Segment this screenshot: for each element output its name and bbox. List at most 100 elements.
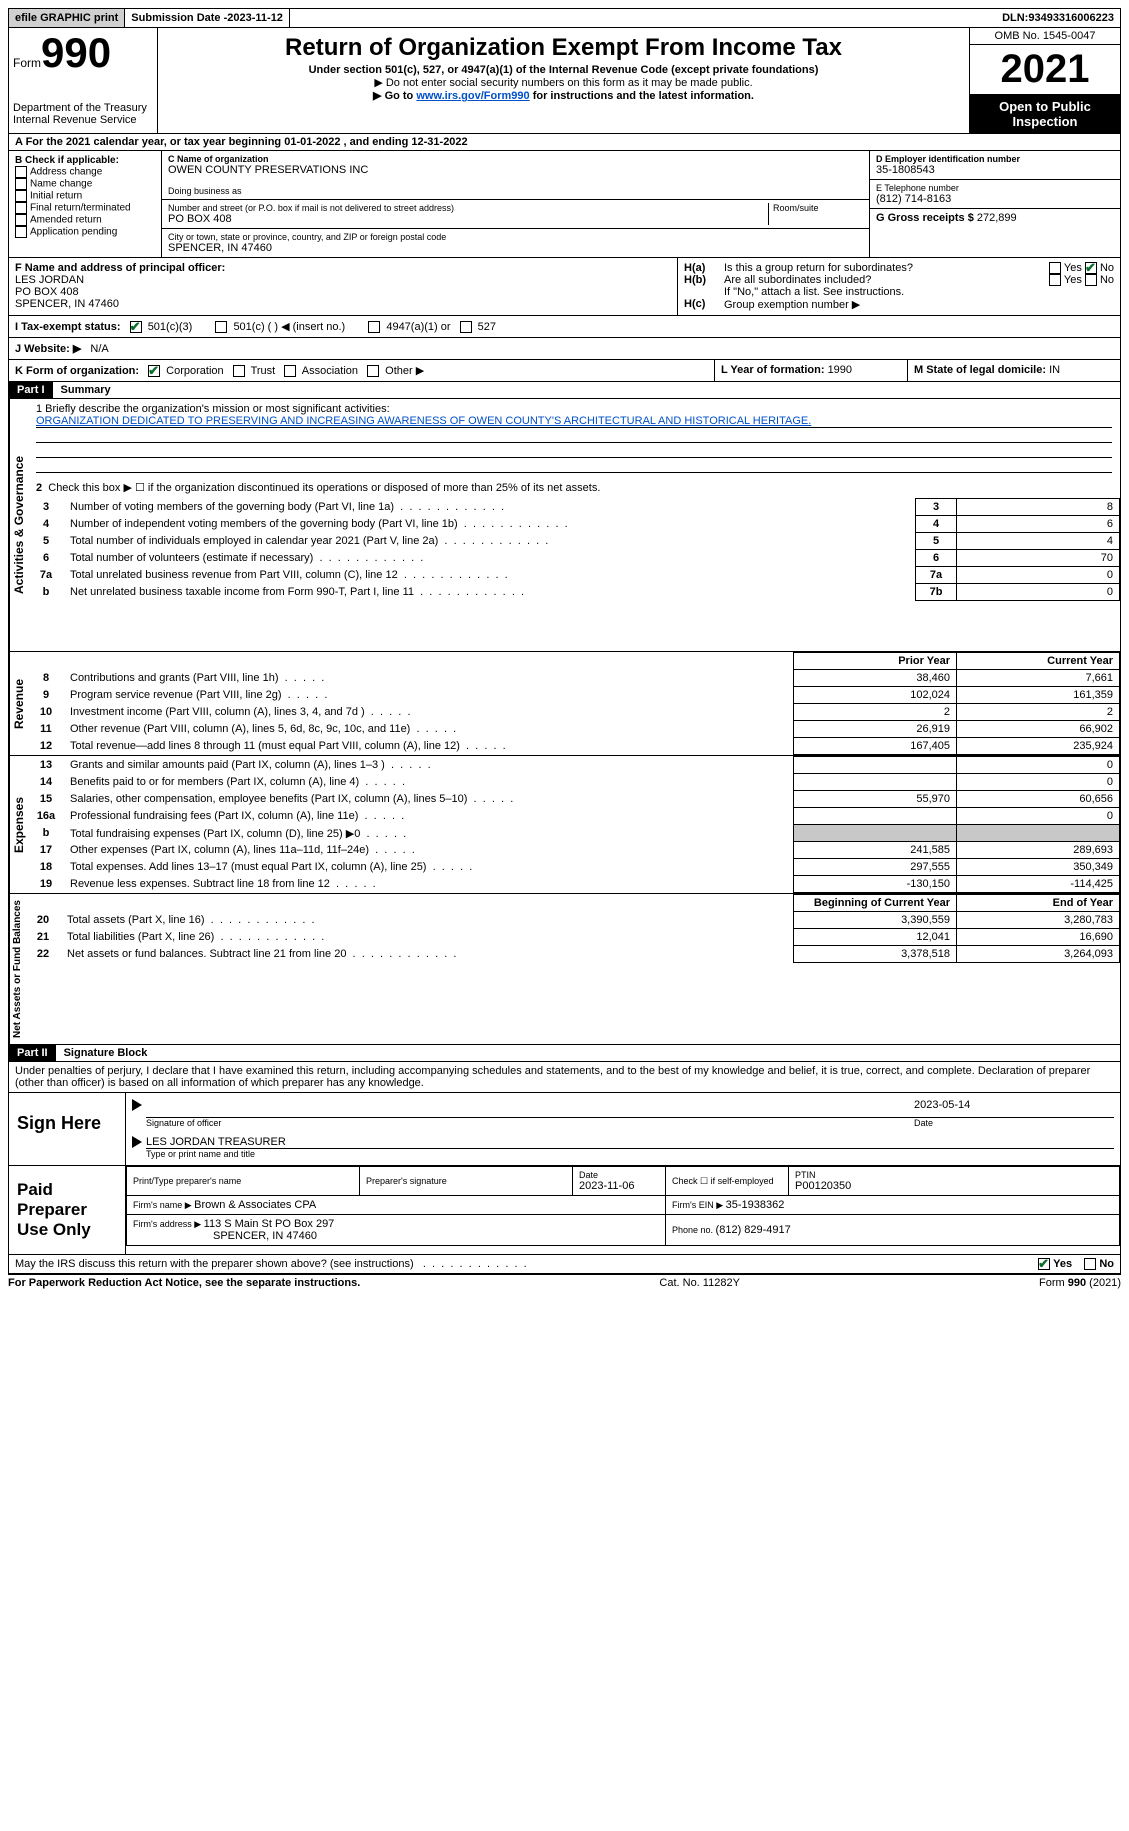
checkbox-other[interactable] bbox=[367, 365, 379, 377]
table-row: 16a Professional fundraising fees (Part … bbox=[28, 808, 1120, 825]
section-deg: D Employer identification number 35-1808… bbox=[869, 151, 1120, 257]
arrow-icon bbox=[132, 1099, 142, 1111]
checkbox-ha-yes[interactable] bbox=[1049, 262, 1061, 274]
org-city: SPENCER, IN 47460 bbox=[168, 242, 863, 254]
footer: For Paperwork Reduction Act Notice, see … bbox=[8, 1274, 1121, 1289]
firm-name: Brown & Associates CPA bbox=[194, 1199, 316, 1211]
officer-name: LES JORDAN bbox=[15, 274, 671, 286]
dln: DLN: 93493316006223 bbox=[996, 9, 1120, 27]
checkbox-amended[interactable] bbox=[15, 214, 27, 226]
firm-ein: 35-1938362 bbox=[726, 1199, 785, 1211]
line-2: Check this box ▶ ☐ if the organization d… bbox=[48, 482, 600, 494]
expenses-block: Expenses 13 Grants and similar amounts p… bbox=[8, 756, 1121, 894]
firm-addr1: 113 S Main St PO Box 297 bbox=[204, 1218, 335, 1230]
section-h: H(a) Is this a group return for subordin… bbox=[678, 258, 1120, 315]
treasury-dept: Department of the Treasury bbox=[13, 102, 153, 114]
top-bar: efile GRAPHIC print Submission Date - 20… bbox=[8, 8, 1121, 28]
table-row: 9 Program service revenue (Part VIII, li… bbox=[28, 687, 1120, 704]
sign-here-section: Sign Here 2023-05-14 Signature of office… bbox=[8, 1093, 1121, 1166]
officer-addr1: PO BOX 408 bbox=[15, 286, 671, 298]
preparer-table: Print/Type preparer's name Preparer's si… bbox=[126, 1166, 1120, 1246]
table-row: 14 Benefits paid to or for members (Part… bbox=[28, 774, 1120, 791]
vtab-expenses: Expenses bbox=[9, 756, 28, 893]
ptin: P00120350 bbox=[795, 1180, 1113, 1192]
sign-date: 2023-05-14 bbox=[908, 1099, 1114, 1118]
checkbox-527[interactable] bbox=[460, 321, 472, 333]
table-row: 5 Total number of individuals employed i… bbox=[28, 533, 1120, 550]
table-row: 21 Total liabilities (Part X, line 26) 1… bbox=[25, 929, 1120, 946]
table-row: b Net unrelated business taxable income … bbox=[28, 584, 1120, 601]
vtab-revenue: Revenue bbox=[9, 652, 28, 755]
paid-preparer-label: Paid Preparer Use Only bbox=[9, 1166, 126, 1254]
form-word: Form bbox=[13, 56, 41, 70]
checkbox-hb-yes[interactable] bbox=[1049, 274, 1061, 286]
checkbox-ha-no[interactable] bbox=[1085, 262, 1097, 274]
section-i: I Tax-exempt status: 501(c)(3) 501(c) ( … bbox=[8, 316, 1121, 338]
firm-phone: (812) 829-4917 bbox=[716, 1224, 791, 1236]
table-row: 17 Other expenses (Part IX, column (A), … bbox=[28, 842, 1120, 859]
section-klm: K Form of organization: Corporation Trus… bbox=[8, 360, 1121, 382]
mission-label: 1 Briefly describe the organization's mi… bbox=[36, 403, 1112, 415]
checkbox-501c[interactable] bbox=[215, 321, 227, 333]
efile-print-button[interactable]: efile GRAPHIC print bbox=[9, 9, 125, 27]
section-fh: F Name and address of principal officer:… bbox=[8, 258, 1121, 316]
ssn-warning: ▶ Do not enter social security numbers o… bbox=[166, 76, 961, 89]
ein: 35-1808543 bbox=[876, 164, 1114, 176]
checkbox-trust[interactable] bbox=[233, 365, 245, 377]
expenses-table: 13 Grants and similar amounts paid (Part… bbox=[28, 756, 1120, 893]
checkbox-hb-no[interactable] bbox=[1085, 274, 1097, 286]
part-ii-header: Part II Signature Block bbox=[8, 1045, 1121, 1062]
checkbox-final-return[interactable] bbox=[15, 202, 27, 214]
vtab-governance: Activities & Governance bbox=[9, 399, 28, 651]
checkbox-address-change[interactable] bbox=[15, 166, 27, 178]
part-i-header: Part I Summary bbox=[8, 382, 1121, 399]
table-row: 8 Contributions and grants (Part VIII, l… bbox=[28, 670, 1120, 687]
table-row: 4 Number of independent voting members o… bbox=[28, 516, 1120, 533]
checkbox-initial-return[interactable] bbox=[15, 190, 27, 202]
submission-date: Submission Date - 2023-11-12 bbox=[125, 9, 290, 27]
tax-year: 2021 bbox=[970, 45, 1120, 95]
section-j: J Website: ▶ N/A bbox=[8, 338, 1121, 360]
firm-addr2: SPENCER, IN 47460 bbox=[133, 1230, 659, 1242]
year-formation: 1990 bbox=[828, 364, 852, 376]
section-a-tax-year: A For the 2021 calendar year, or tax yea… bbox=[8, 134, 1121, 151]
gross-receipts: 272,899 bbox=[977, 212, 1017, 224]
table-row: 22 Net assets or fund balances. Subtract… bbox=[25, 946, 1120, 963]
table-row: 13 Grants and similar amounts paid (Part… bbox=[28, 757, 1120, 774]
checkbox-corporation[interactable] bbox=[148, 365, 160, 377]
vtab-netassets: Net Assets or Fund Balances bbox=[9, 894, 25, 1044]
discuss-row: May the IRS discuss this return with the… bbox=[8, 1255, 1121, 1274]
checkbox-app-pending[interactable] bbox=[15, 226, 27, 238]
form-title: Return of Organization Exempt From Incom… bbox=[166, 34, 961, 62]
table-row: 12 Total revenue—add lines 8 through 11 … bbox=[28, 738, 1120, 755]
checkbox-name-change[interactable] bbox=[15, 178, 27, 190]
website: N/A bbox=[90, 343, 108, 355]
sign-here-label: Sign Here bbox=[9, 1093, 126, 1165]
section-c: C Name of organization OWEN COUNTY PRESE… bbox=[162, 151, 869, 257]
checkbox-discuss-no[interactable] bbox=[1084, 1258, 1096, 1270]
telephone: (812) 714-8163 bbox=[876, 193, 1114, 205]
signer-name: LES JORDAN TREASURER bbox=[146, 1136, 1114, 1149]
table-row: 10 Investment income (Part VIII, column … bbox=[28, 704, 1120, 721]
prep-date: 2023-11-06 bbox=[579, 1180, 659, 1192]
section-b: B Check if applicable: Address change Na… bbox=[9, 151, 162, 257]
checkbox-discuss-yes[interactable] bbox=[1038, 1258, 1050, 1270]
checkbox-association[interactable] bbox=[284, 365, 296, 377]
checkbox-4947[interactable] bbox=[368, 321, 380, 333]
table-row: 15 Salaries, other compensation, employe… bbox=[28, 791, 1120, 808]
state-domicile: IN bbox=[1049, 364, 1060, 376]
perjury-statement: Under penalties of perjury, I declare th… bbox=[8, 1062, 1121, 1093]
org-address: PO BOX 408 bbox=[168, 213, 768, 225]
revenue-block: Revenue Prior Year Current Year8 Contrib… bbox=[8, 652, 1121, 756]
section-bcdeg: B Check if applicable: Address change Na… bbox=[8, 151, 1121, 258]
omb-number: OMB No. 1545-0047 bbox=[970, 28, 1120, 45]
officer-addr2: SPENCER, IN 47460 bbox=[15, 298, 671, 310]
form990-link[interactable]: www.irs.gov/Form990 bbox=[416, 90, 529, 102]
netassets-table: Beginning of Current Year End of Year20 … bbox=[25, 894, 1120, 963]
governance-block: Activities & Governance 1 Briefly descri… bbox=[8, 399, 1121, 652]
table-row: 6 Total number of volunteers (estimate i… bbox=[28, 550, 1120, 567]
arrow-icon bbox=[132, 1136, 142, 1148]
mission-text: ORGANIZATION DEDICATED TO PRESERVING AND… bbox=[36, 415, 1112, 428]
checkbox-501c3[interactable] bbox=[130, 321, 142, 333]
table-row: 19 Revenue less expenses. Subtract line … bbox=[28, 876, 1120, 893]
